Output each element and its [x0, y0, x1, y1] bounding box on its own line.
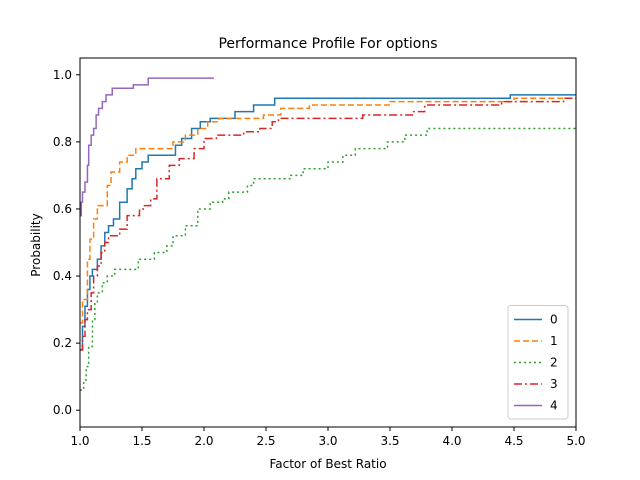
x-tick-label: 2.0: [194, 434, 213, 448]
series-line-0: [80, 94, 576, 351]
y-tick-label: 0.8: [53, 135, 72, 149]
x-tick-label: 4.5: [504, 434, 523, 448]
y-axis-label: Probability: [29, 213, 43, 276]
x-tick-label: 4.0: [442, 434, 461, 448]
plot-frame: [79, 57, 577, 428]
chart-title: Performance Profile For options: [218, 36, 437, 52]
x-axis-label: Factor of Best Ratio: [269, 457, 386, 471]
legend-box: [507, 305, 569, 420]
legend-label-1: 1: [550, 334, 558, 348]
x-tick-label: 3.5: [380, 434, 399, 448]
legend-label-0: 0: [550, 313, 558, 327]
series-line-2: [80, 127, 576, 391]
series-line-1: [80, 97, 576, 324]
x-tick-label: 1.0: [70, 434, 89, 448]
legend-label-3: 3: [550, 377, 558, 391]
y-tick-label: 0.0: [53, 403, 72, 417]
series-line-3: [80, 97, 576, 351]
series-line-4: [80, 77, 214, 217]
x-tick-label: 1.5: [132, 434, 151, 448]
legend-label-4: 4: [550, 399, 558, 413]
y-tick-label: 0.2: [53, 336, 72, 350]
y-tick-label: 1.0: [53, 68, 72, 82]
y-tick-label: 0.6: [53, 202, 72, 216]
legend-label-2: 2: [550, 356, 558, 370]
plot-area: 1.0 1.5 2.0 2.5 3.0 3.5 4.0 4.5 5.0 0.0 0.2 0.4 0.6 0…: [53, 57, 586, 448]
x-tick-label: 2.5: [256, 434, 275, 448]
y-tick-label: 0.4: [53, 269, 72, 283]
x-tick-label: 3.0: [318, 434, 337, 448]
x-tick-label: 5.0: [566, 434, 585, 448]
legend: 0 1 2 3 4: [507, 305, 569, 420]
